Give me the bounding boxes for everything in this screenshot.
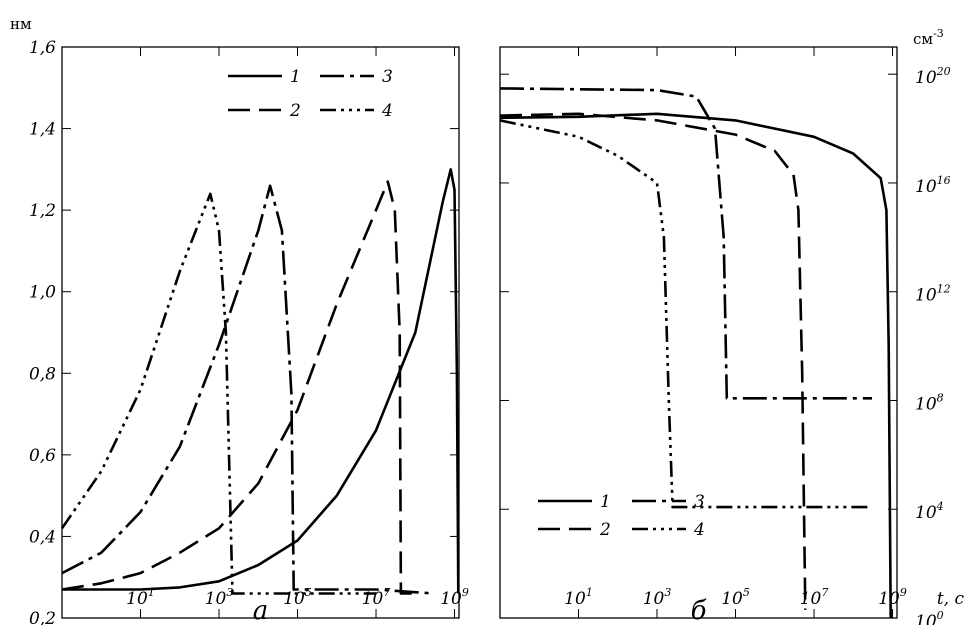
series-line-2: [499, 112, 807, 610]
y-tick-label: 1012: [915, 283, 951, 306]
series-line-4: [60, 192, 376, 595]
x-tick-label-base: 10: [362, 589, 384, 609]
y-tick-label: 1020: [915, 65, 951, 88]
y-tick-label-exponent: 8: [937, 391, 944, 404]
legend-label-4: 4: [381, 101, 393, 121]
y-tick-label-exponent: 20: [936, 65, 951, 78]
panel-label: а: [253, 596, 269, 625]
y-tick-label-base: 10: [915, 612, 937, 625]
panel-a-chart: 101 103 105 107 1090,20,40,60,81,01,21,41,61…: [10, 15, 469, 625]
x-tick-label-exponent: 1: [148, 586, 155, 599]
y-tick-label-exponent: 12: [937, 283, 951, 296]
unit-exponent: -3: [933, 27, 944, 40]
y-tick-label-base: 10: [915, 286, 937, 306]
y-tick-label-exponent: 4: [936, 500, 944, 513]
x-tick-label-base: 10: [564, 589, 586, 609]
x-tick-label-exponent: 5: [743, 586, 750, 599]
y-tick-label: 1016: [915, 174, 951, 197]
unit-base: см: [913, 30, 933, 48]
x-tick-label-base: 10: [800, 589, 822, 609]
legend-label-4: 4: [693, 520, 705, 540]
panel-label: б: [691, 596, 707, 625]
x-tick-label-base: 10: [126, 589, 148, 609]
y-tick-label: 0,4: [29, 527, 56, 547]
plot-frame: [61, 46, 460, 619]
y-tick-label: 108: [915, 391, 944, 414]
y-tick-label-base: 10: [915, 503, 937, 523]
x-tick-label: 109: [440, 586, 469, 609]
series-line-3: [499, 87, 872, 400]
series-line-1: [62, 168, 460, 594]
legend-label-3: 3: [694, 492, 705, 512]
y-tick-label: 1,0: [29, 283, 56, 303]
panel-b-chart: 101 103 105 107 1091001041081012101610201234…: [499, 27, 965, 625]
x-tick-label-base: 10: [205, 589, 227, 609]
legend-label-2: 2: [289, 101, 301, 121]
x-tick-label-base: 10: [283, 589, 305, 609]
y-tick-label: 0,2: [29, 609, 56, 625]
x-axis-label: t, с: [937, 589, 965, 609]
x-tick-label: 101: [564, 586, 593, 609]
y-tick-label-exponent: 0: [937, 609, 944, 622]
y-tick-label: 0,8: [29, 364, 56, 384]
legend-label-1: 1: [290, 67, 301, 87]
plot-frame: [499, 46, 898, 619]
x-tick-label-exponent: 7: [383, 586, 390, 599]
y-tick-label: 104: [915, 500, 944, 523]
x-tick-label-base: 10: [440, 589, 462, 609]
x-tick-label: 101: [126, 586, 155, 609]
x-tick-label: 103: [643, 586, 672, 609]
x-tick-label-exponent: 3: [664, 586, 671, 599]
x-tick-label-exponent: 5: [305, 586, 312, 599]
y-tick-label: 0,6: [29, 446, 56, 466]
x-tick-label-base: 10: [643, 589, 665, 609]
y-tick-label-base: 10: [915, 177, 937, 197]
y-tick-label: 1,6: [29, 38, 56, 58]
series-line-3: [61, 184, 435, 595]
x-tick-label: 109: [878, 586, 907, 609]
y-axis-unit-label: см-3: [913, 27, 944, 48]
y-tick-label: 1,4: [29, 120, 56, 140]
x-tick-label-exponent: 1: [586, 586, 593, 599]
y-tick-label: 100: [915, 609, 944, 625]
x-tick-label-base: 10: [878, 589, 900, 609]
legend-label-3: 3: [382, 67, 393, 87]
y-tick-label-exponent: 16: [937, 174, 951, 187]
x-tick-label-base: 10: [721, 589, 743, 609]
series-line-4: [499, 119, 872, 509]
x-tick-label: 105: [721, 586, 750, 609]
legend-label-1: 1: [600, 492, 611, 512]
x-tick-label-exponent: 9: [462, 586, 469, 599]
y-tick-label: 1,2: [29, 201, 56, 221]
series-line-2: [61, 180, 416, 595]
series-line-1: [499, 112, 892, 619]
legend-label-2: 2: [599, 520, 611, 540]
y-tick-label-base: 10: [915, 394, 937, 414]
x-tick-label-exponent: 3: [226, 586, 233, 599]
x-tick-label-exponent: 7: [821, 586, 828, 599]
x-tick-label-exponent: 9: [900, 586, 907, 599]
y-tick-label-base: 10: [915, 68, 937, 88]
y-axis-unit-label: нм: [10, 15, 32, 33]
x-tick-label: 103: [205, 586, 234, 609]
